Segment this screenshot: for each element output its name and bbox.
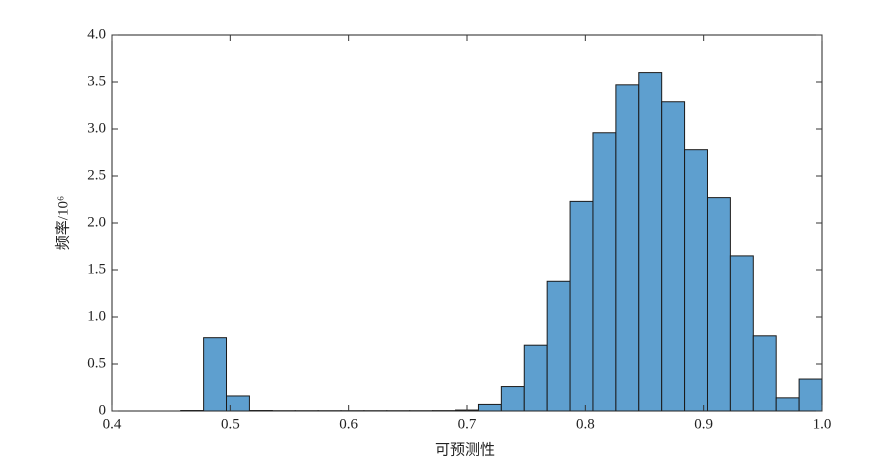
x-tick-label: 0.9 <box>694 416 713 432</box>
bar <box>752 335 777 412</box>
x-tick-label: 0.8 <box>576 416 595 432</box>
y-tick-label: 2.0 <box>87 214 106 230</box>
x-tick-label: 0.7 <box>458 416 477 432</box>
bar <box>569 200 594 412</box>
bar <box>684 149 708 412</box>
bar <box>638 72 663 412</box>
y-tick-label: 3.0 <box>87 120 106 136</box>
x-tick-label: 0.5 <box>221 416 240 432</box>
x-tick-label: 0.4 <box>103 416 122 432</box>
y-axis-label: 频率/10⁶ <box>54 196 71 250</box>
bar <box>615 84 640 412</box>
x-tick-label: 0.6 <box>339 416 358 432</box>
bar <box>592 132 617 412</box>
bar <box>546 280 571 412</box>
y-tick-label: 3.5 <box>87 73 106 89</box>
y-tick-label: 2.5 <box>87 167 106 183</box>
bar <box>661 101 686 412</box>
y-tick-label: 4.0 <box>87 26 106 42</box>
bar <box>203 337 228 412</box>
y-tick-label: 1.5 <box>87 261 106 277</box>
x-tick-label: 1.0 <box>813 416 832 432</box>
bar <box>775 397 800 412</box>
x-axis-label: 可预测性 <box>435 441 495 458</box>
y-tick-label: 1.0 <box>87 308 106 324</box>
bar <box>798 378 823 412</box>
y-tick-label: 0.5 <box>87 355 106 371</box>
bar <box>523 344 548 412</box>
y-tick-label: 0 <box>99 402 107 418</box>
bar <box>729 255 754 412</box>
bar <box>500 386 525 412</box>
bar <box>706 197 731 412</box>
bar <box>477 403 502 412</box>
